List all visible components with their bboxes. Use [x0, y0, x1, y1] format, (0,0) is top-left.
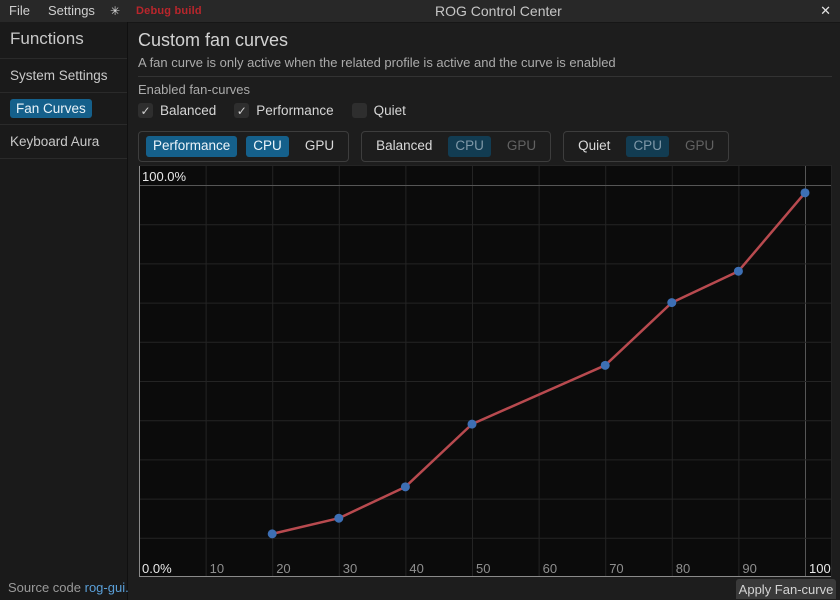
x-tick-label-20: 20: [276, 561, 290, 576]
source-code-label: Source code: [8, 580, 85, 595]
tab-quiet[interactable]: Quiet: [578, 138, 611, 153]
source-code-footer: Source code rog-gui.: [8, 580, 129, 595]
profile-checkbox-quiet[interactable]: Quiet: [351, 103, 406, 118]
apply-fan-curve-button[interactable]: Apply Fan-curve: [736, 579, 836, 599]
fan-curve-plot[interactable]: 100.0% 0.0% 10 20 30 40 50 60 70 80 90 100: [139, 165, 832, 577]
curve-point-20[interactable]: [267, 529, 277, 539]
y-max-label: 100.0%: [142, 169, 187, 184]
tab-quiet-cpu[interactable]: CPU: [626, 136, 669, 157]
checkbox-unchecked-icon: [351, 103, 367, 118]
curve-point-100[interactable]: [800, 188, 810, 198]
tab-quiet-gpu[interactable]: GPU: [684, 138, 715, 153]
tab-performance-gpu[interactable]: GPU: [304, 138, 335, 153]
x-tick-label-70: 70: [609, 561, 623, 576]
titlebar: File Settings ✳ Debug build ROG Control …: [0, 0, 840, 23]
curve-point-50[interactable]: [467, 419, 477, 429]
profile-checkbox-label: Performance: [256, 103, 334, 118]
profile-checkbox-label: Quiet: [373, 103, 406, 118]
header-divider: [138, 76, 832, 77]
sidebar-item-system-settings[interactable]: System Settings: [0, 59, 127, 93]
sidebar-items: System Settings Fan Curves Keyboard Aura: [0, 59, 127, 159]
fan-curve-tab-groups: Performance CPU GPU Balanced CPU GPU Quiet CPU G…: [138, 131, 832, 162]
main-panel: Custom fan curves A fan curve is only ac…: [138, 22, 832, 162]
page-subtitle: A fan curve is only active when the rela…: [138, 55, 616, 70]
theme-toggle-sun-icon[interactable]: ✳: [109, 4, 120, 18]
enabled-fan-curves-label: Enabled fan-curves: [138, 82, 251, 97]
x-tick-label-50: 50: [476, 561, 490, 576]
tab-performance[interactable]: Performance: [146, 136, 238, 157]
rog-gui-link[interactable]: rog-gui.: [84, 580, 129, 595]
x-tick-label-60: 60: [543, 561, 557, 576]
sidebar-item-label: Fan Curves: [10, 99, 92, 118]
tab-performance-cpu[interactable]: CPU: [246, 136, 289, 157]
profile-checkbox-label: Balanced: [160, 103, 217, 118]
profile-checkbox-balanced[interactable]: ✓ Balanced: [138, 103, 216, 118]
curve-point-80[interactable]: [667, 298, 677, 308]
tab-group-performance: Performance CPU GPU: [138, 131, 350, 162]
tab-balanced-gpu[interactable]: GPU: [506, 138, 537, 153]
x-tick-label-80: 80: [676, 561, 690, 576]
fan-curve-chart[interactable]: 100.0% 0.0% 10 20 30 40 50 60 70 80 90 100: [139, 165, 832, 577]
x-tick-label-10: 10: [210, 561, 224, 576]
curve-point-40[interactable]: [400, 482, 410, 492]
sidebar-heading: Functions: [0, 22, 127, 59]
x-tick-label-100: 100: [809, 561, 831, 576]
curve-point-30[interactable]: [334, 513, 344, 523]
tab-balanced[interactable]: Balanced: [376, 138, 433, 153]
y-min-label: 0.0%: [142, 561, 172, 576]
profile-checkbox-performance[interactable]: ✓ Performance: [234, 103, 334, 118]
x-tick-label-40: 40: [409, 561, 423, 576]
sidebar-item-keyboard-aura[interactable]: Keyboard Aura: [0, 125, 127, 159]
tab-balanced-cpu[interactable]: CPU: [448, 136, 491, 157]
checkbox-checked-icon: ✓: [138, 103, 153, 118]
x-tick-label-30: 30: [343, 561, 357, 576]
enabled-profiles-row: ✓ Balanced ✓ Performance Quiet: [138, 103, 832, 118]
curve-point-70[interactable]: [600, 360, 610, 370]
page-title: Custom fan curves: [138, 30, 289, 50]
close-icon[interactable]: ✕: [820, 3, 831, 18]
debug-build-badge: Debug build: [136, 5, 202, 17]
tab-group-balanced: Balanced CPU GPU: [361, 131, 552, 162]
x-tick-label-90: 90: [742, 561, 756, 576]
tab-group-quiet: Quiet CPU GPU: [563, 131, 730, 162]
curve-point-90[interactable]: [733, 266, 743, 276]
checkbox-checked-icon: ✓: [234, 103, 250, 118]
fan-curve-line: [271, 192, 806, 536]
menu-settings[interactable]: Settings: [47, 3, 95, 18]
sidebar: Functions System Settings Fan Curves Keybo…: [0, 22, 128, 600]
window-title: ROG Control Center: [435, 3, 562, 19]
menu-file[interactable]: File: [9, 3, 30, 18]
sidebar-item-fan-curves[interactable]: Fan Curves: [0, 93, 127, 125]
